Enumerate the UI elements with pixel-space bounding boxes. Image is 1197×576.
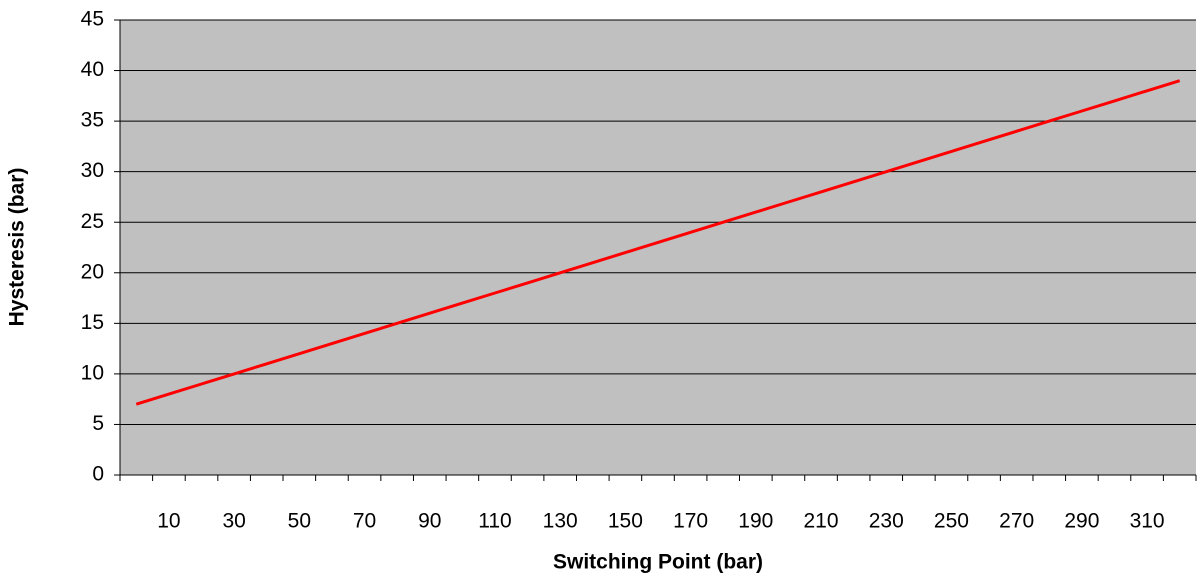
y-tick-label: 25: [81, 210, 104, 233]
x-tick-label: 230: [869, 510, 904, 533]
data-line: [135, 79, 1181, 406]
x-tick-label: 310: [1130, 510, 1165, 533]
chart-layer: 0 5 10 15 20 25 30 35 40 45 10 30 50 70 90 110 130 150 170…: [81, 8, 1197, 533]
x-tick-label: 190: [738, 510, 773, 533]
y-tick-label: 35: [81, 109, 104, 132]
y-tick-label: 30: [81, 159, 104, 182]
x-tick-label: 70: [353, 510, 376, 533]
x-tick-label: 110: [478, 510, 511, 533]
x-tick-label: 250: [934, 510, 969, 533]
plot-area: [120, 20, 1196, 475]
x-tick-label: 50: [288, 510, 311, 533]
x-tick-label: 90: [418, 510, 441, 533]
y-tick-label: 15: [81, 311, 104, 334]
y-tick-label: 5: [92, 412, 104, 435]
y-tick-label: 40: [81, 58, 104, 81]
x-tick-label: 270: [999, 510, 1034, 533]
y-tick-label: 10: [81, 361, 104, 384]
x-tick-label: 290: [1064, 510, 1099, 533]
y-axis-title: Hysteresis (bar): [6, 168, 29, 327]
x-tick-label: 170: [673, 510, 708, 533]
x-tick-label: 150: [608, 510, 643, 533]
y-tick-label: 0: [92, 463, 104, 486]
x-tick-label: 10: [157, 510, 180, 533]
x-tick-label: 30: [222, 510, 245, 533]
x-tick-label: 130: [543, 510, 578, 533]
y-tick-label: 45: [81, 8, 104, 31]
x-axis-title: Switching Point (bar): [553, 551, 763, 574]
x-tick-label: 210: [804, 510, 839, 533]
y-tick-label: 20: [81, 260, 104, 283]
